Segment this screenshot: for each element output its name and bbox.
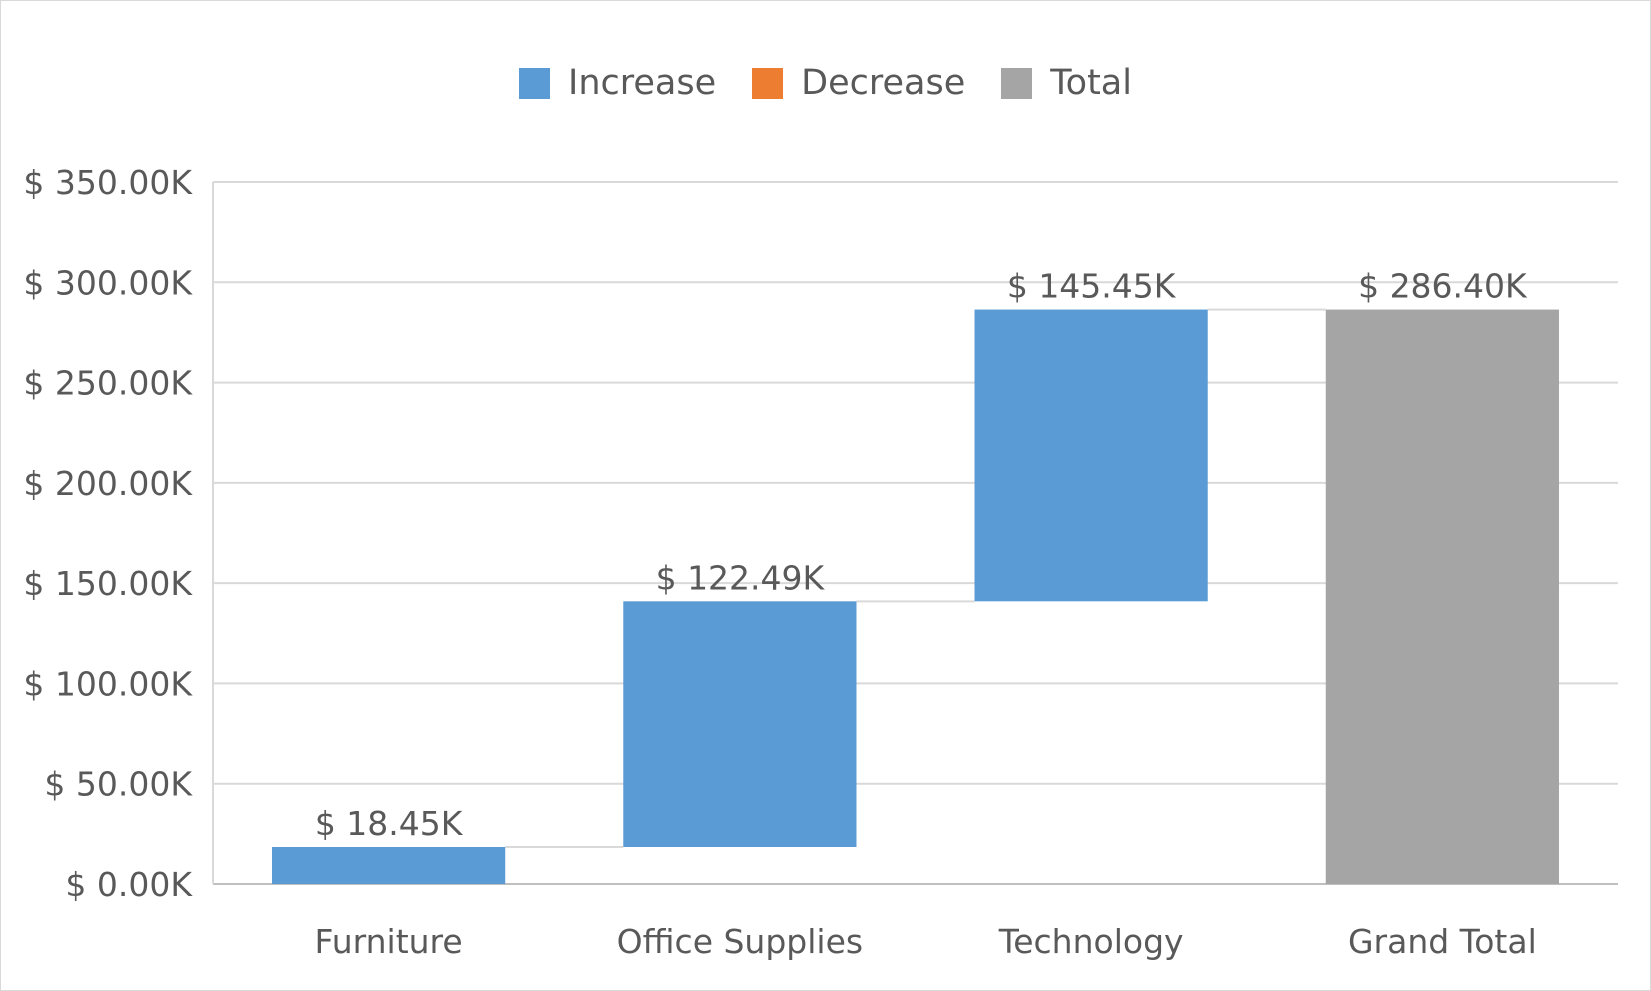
y-tick-label: $ 50.00K	[44, 765, 193, 804]
y-tick-label: $ 0.00K	[65, 865, 193, 904]
y-tick-label: $ 100.00K	[23, 664, 193, 703]
legend-item-total[interactable]: Total	[1001, 63, 1132, 103]
data-label: $ 145.45K	[1007, 267, 1177, 306]
legend-swatch-increase	[519, 67, 550, 99]
x-tick-label: Grand Total	[1348, 922, 1537, 961]
y-tick-label: $ 200.00K	[23, 464, 193, 503]
legend-swatch-decrease	[752, 67, 784, 99]
y-tick-label: $ 250.00K	[23, 364, 193, 403]
data-label: $ 286.40K	[1358, 267, 1528, 306]
x-tick-label: Office Supplies	[617, 922, 863, 961]
legend-label-increase: Increase	[568, 63, 717, 103]
legend-item-increase[interactable]: Increase	[519, 63, 716, 103]
y-tick-label: $ 350.00K	[23, 163, 193, 202]
bar-increase[interactable]	[623, 601, 857, 847]
data-label: $ 122.49K	[656, 558, 826, 597]
bar-increase[interactable]	[272, 846, 506, 884]
legend-item-decrease[interactable]: Decrease	[752, 63, 965, 103]
x-tick-label: Technology	[998, 922, 1184, 961]
y-tick-label: $ 300.00K	[23, 263, 193, 302]
legend-label-decrease: Decrease	[801, 63, 966, 103]
data-label: $ 18.45K	[315, 804, 464, 843]
legend-label-total: Total	[1050, 63, 1132, 103]
y-tick-label: $ 150.00K	[23, 564, 193, 603]
legend-swatch-total	[1001, 67, 1033, 99]
legend: Increase Decrease Total	[1, 61, 1650, 105]
x-tick-label: Furniture	[315, 922, 463, 961]
bar-increase[interactable]	[974, 309, 1208, 602]
bar-total[interactable]	[1325, 309, 1559, 884]
